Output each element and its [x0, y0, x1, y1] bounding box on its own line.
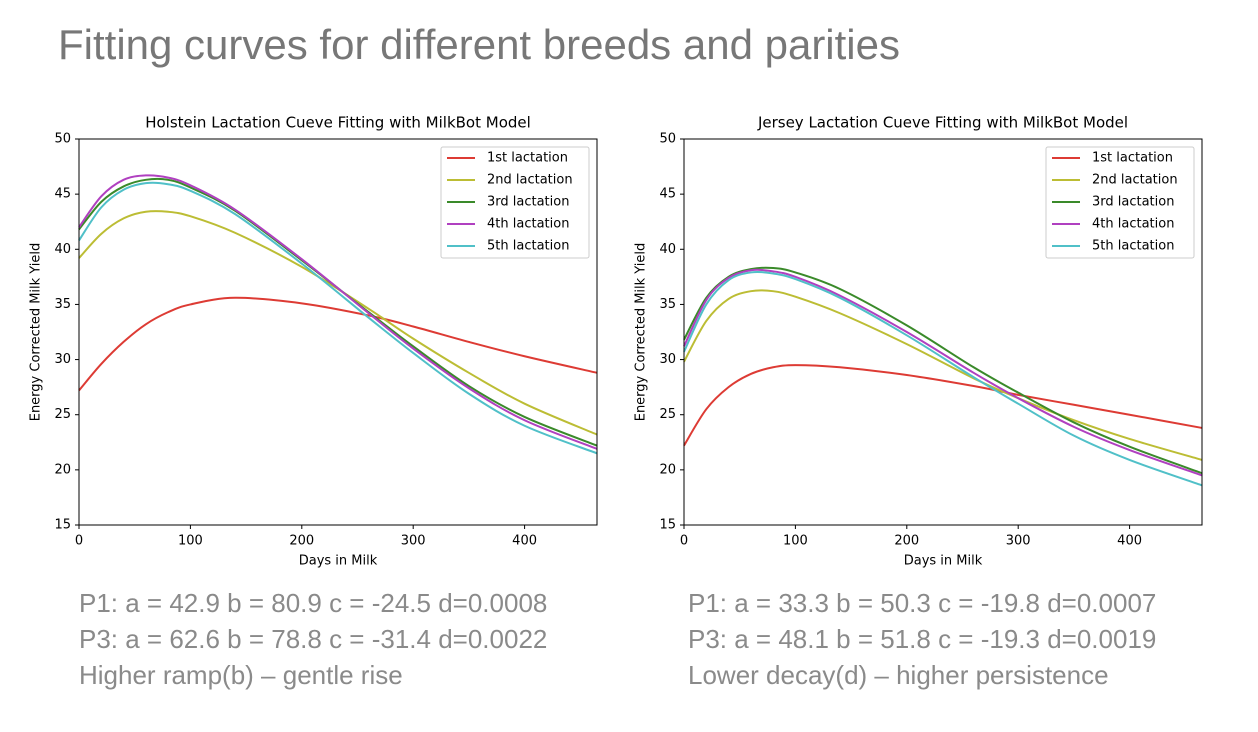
legend-label: 2nd lactation [487, 173, 573, 188]
legend-label: 5th lactation [1092, 239, 1174, 254]
x-tick-label: 0 [75, 534, 83, 549]
note-line: P1: a = 42.9 b = 80.9 c = -24.5 d=0.0008 [79, 588, 547, 618]
legend-label: 5th lactation [487, 239, 569, 254]
legend-box [1045, 146, 1195, 259]
legend-label: 1st lactation [487, 151, 568, 166]
legend-label: 3rd lactation [1092, 195, 1174, 210]
y-axis-label: Energy Corrected Milk Yield [29, 243, 44, 422]
series-line [78, 181, 598, 455]
y-tick-label: 50 [659, 132, 676, 147]
plot-frame [78, 138, 598, 526]
legend-label: 1st lactation [1092, 151, 1173, 166]
y-tick-label: 15 [659, 518, 676, 533]
x-tick-label: 100 [178, 534, 203, 549]
legend-box [440, 146, 590, 259]
chart-title: Jersey Lactation Cueve Fitting with Milk… [757, 114, 1128, 132]
x-tick-label: 300 [401, 534, 426, 549]
x-tick-label: 100 [783, 534, 808, 549]
legend-label: 2nd lactation [1092, 173, 1178, 188]
legend-label: 4th lactation [1092, 217, 1174, 232]
y-tick-label: 35 [54, 297, 71, 312]
y-tick-label: 20 [659, 462, 676, 477]
series-line [78, 174, 598, 450]
series-line [683, 289, 1203, 461]
y-tick-label: 25 [659, 407, 676, 422]
x-axis-label: Days in Milk [904, 554, 983, 569]
x-axis-label: Days in Milk [299, 554, 378, 569]
y-tick-label: 25 [54, 407, 71, 422]
legend-label: 3rd lactation [487, 195, 569, 210]
series-line [683, 270, 1203, 487]
y-tick-label: 40 [54, 242, 71, 257]
y-tick-label: 15 [54, 518, 71, 533]
y-tick-label: 45 [659, 187, 676, 202]
y-tick-label: 40 [659, 242, 676, 257]
y-tick-label: 35 [659, 297, 676, 312]
note-line: Higher ramp(b) – gentle rise [79, 660, 403, 690]
y-tick-label: 30 [659, 352, 676, 367]
x-tick-label: 200 [289, 534, 314, 549]
slide-title: Fitting curves for different breeds and … [58, 21, 900, 68]
legend-label: 4th lactation [487, 217, 569, 232]
x-tick-label: 400 [1117, 534, 1142, 549]
series-line [78, 210, 598, 436]
y-tick-label: 45 [54, 187, 71, 202]
x-tick-label: 200 [894, 534, 919, 549]
x-tick-label: 300 [1006, 534, 1031, 549]
plot-frame [683, 138, 1203, 526]
note-line: P3: a = 62.6 b = 78.8 c = -31.4 d=0.0022 [79, 624, 547, 654]
note-line: P3: a = 48.1 b = 51.8 c = -19.3 d=0.0019 [688, 624, 1156, 654]
y-tick-label: 50 [54, 132, 71, 147]
y-tick-label: 30 [54, 352, 71, 367]
chart-title: Holstein Lactation Cueve Fitting with Mi… [145, 114, 531, 132]
note-line: P1: a = 33.3 b = 50.3 c = -19.8 d=0.0007 [688, 588, 1156, 618]
y-tick-label: 20 [54, 462, 71, 477]
series-line [683, 364, 1203, 447]
series-line [683, 268, 1203, 477]
y-axis-label: Energy Corrected Milk Yield [634, 243, 649, 422]
note-line: Lower decay(d) – higher persistence [688, 660, 1109, 690]
x-tick-label: 400 [512, 534, 537, 549]
series-line [78, 296, 598, 392]
x-tick-label: 0 [680, 534, 688, 549]
